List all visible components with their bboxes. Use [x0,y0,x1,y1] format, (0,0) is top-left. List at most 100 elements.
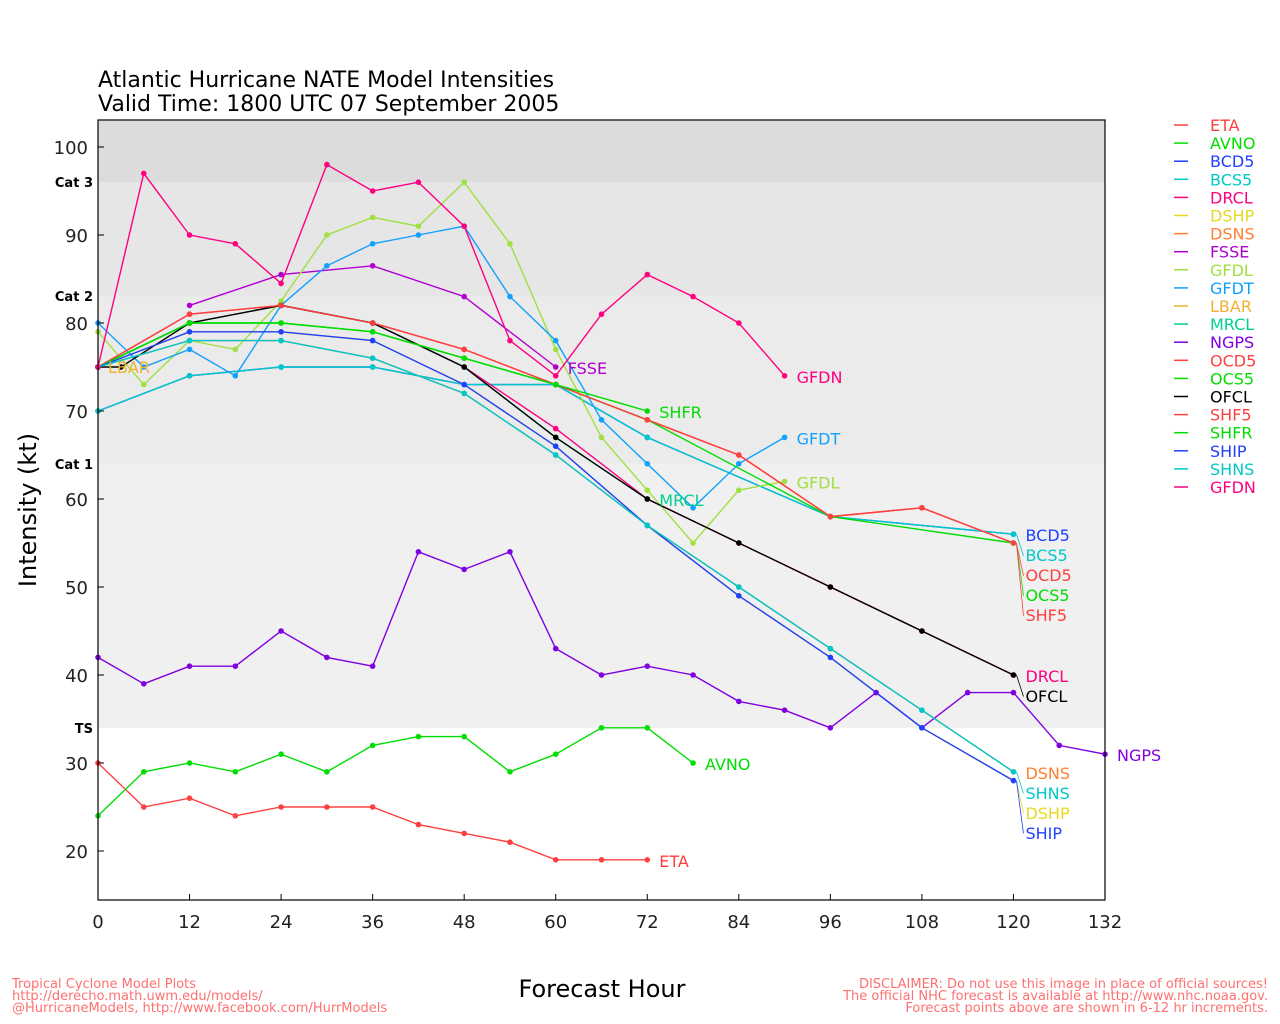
data-point [140,769,147,775]
data-point [552,364,559,370]
legend-entry: SHNS [1210,460,1254,479]
series-end-label: SHFR [659,403,702,422]
legend-entry: SHFR [1210,424,1253,443]
legend-entry: BCS5 [1210,170,1252,189]
data-point [1010,689,1017,696]
legend-entry: ETA [1210,116,1240,135]
data-point [644,434,651,441]
chart-title: Atlantic Hurricane NATE Model Intensitie… [98,68,554,93]
data-point [232,346,239,353]
series-end-label: ETA [659,852,689,871]
y-tick-label: 60 [65,490,88,511]
data-point [736,540,742,546]
data-point [736,452,742,458]
category-band [98,120,1105,183]
data-point [278,271,284,278]
data-point [919,725,925,731]
data-point [827,654,834,661]
data-point [140,681,147,687]
x-tick-label: 84 [727,912,750,933]
series-end-label: NGPS [1117,746,1161,765]
data-point [552,425,559,432]
data-point [690,505,696,511]
series-line [97,225,785,509]
data-point [369,263,376,269]
x-tick-label: 24 [270,912,293,933]
data-point [140,170,147,177]
x-tick-label: 48 [453,912,476,933]
data-point [552,346,559,353]
data-point [552,373,559,379]
data-point [186,302,193,309]
data-point [186,346,193,353]
series-line [98,304,1014,676]
data-point [598,672,605,678]
footer-left-line: Tropical Cyclone Model Plots [11,977,196,992]
data-point [324,654,330,661]
x-tick-label: 72 [636,912,659,933]
series-end-label: FSSE [568,359,607,378]
data-point [690,672,696,678]
plot-frame [97,119,1106,901]
data-point [736,584,742,590]
footer-left-line: http://derecho.math.uwm.edu/models/ [12,989,263,1004]
data-point [552,452,559,458]
data-point [186,311,193,318]
series-end-label: OFCL [1025,687,1067,706]
series-end-label: GFDL [797,473,840,492]
series-end-label: GFDN [797,368,843,387]
data-point [415,232,422,238]
series-gfdn [95,161,788,379]
data-point [598,434,605,441]
legend-entry: MRCL [1210,315,1254,334]
data-point [140,804,147,810]
series-line [97,727,694,817]
data-point [324,161,330,168]
data-point [369,663,376,669]
category-label: Cat 1 [55,458,93,473]
data-point [552,337,559,344]
data-point [598,417,605,423]
data-point [186,795,193,801]
data-point [369,364,376,370]
series-end-label: BCS5 [1025,546,1067,565]
data-point [644,408,651,414]
label-leader-line [1016,542,1024,576]
series-end-label: DRCL [1025,667,1068,686]
data-point [690,760,696,766]
data-point [1010,769,1017,775]
data-point [644,461,651,467]
data-point [415,821,422,828]
series-eta [95,760,651,863]
data-point [369,355,376,362]
data-point [781,434,788,441]
data-point [644,663,651,669]
data-point [278,280,284,287]
data-point [461,346,467,353]
data-point [461,733,467,740]
data-point [369,241,376,247]
data-point [369,188,376,194]
data-point [461,381,467,388]
legend-entry: GFDL [1210,261,1253,280]
data-point [644,496,651,502]
footer-left-line: @HurricaneModels, http://www.facebook.co… [12,1001,387,1016]
data-point [232,769,239,775]
data-point [232,663,239,669]
data-point [278,628,284,634]
data-point [736,593,742,599]
y-tick-label: 90 [65,226,88,247]
series-end-label: SHF5 [1025,606,1067,625]
x-tick-label: 60 [544,912,567,933]
data-point [278,751,284,757]
data-point [552,434,559,441]
data-point [598,311,605,318]
data-point [919,628,925,634]
data-point [278,320,284,326]
data-point [278,337,284,344]
y-tick-label: 70 [65,402,88,423]
data-point [415,733,422,740]
data-point [186,373,193,379]
data-point [369,804,376,810]
